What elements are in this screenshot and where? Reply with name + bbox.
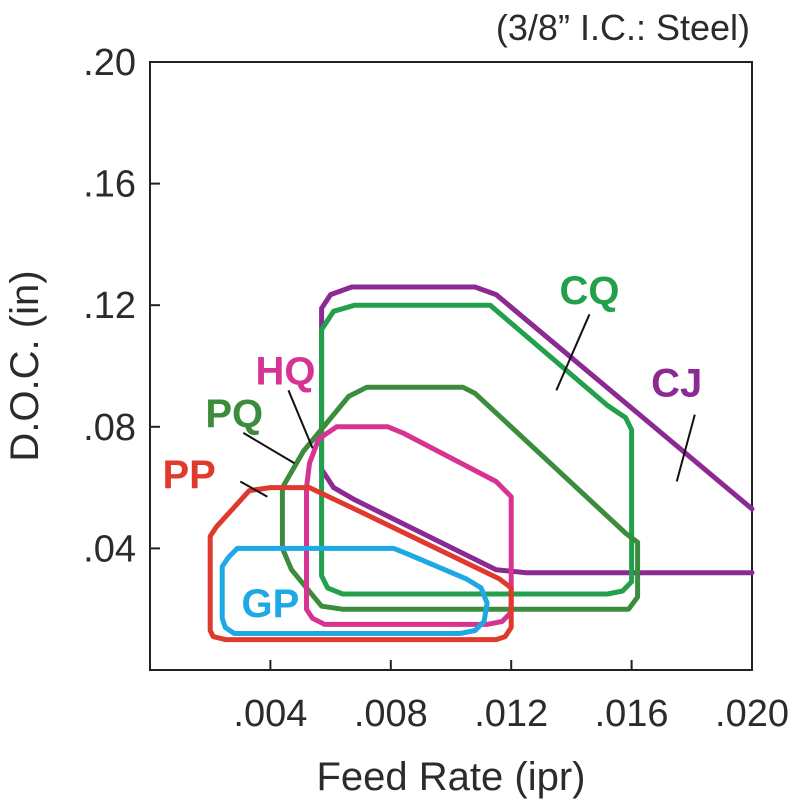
leader-line-pp [239,480,268,498]
region-label-gp: GP [242,582,300,626]
region-label-pp: PP [162,453,215,497]
y-tick-label-12: .12 [83,285,136,327]
plot-frame [149,61,753,671]
series-region-pq [279,384,641,612]
plot-area-border [149,61,753,671]
x-tick-label-012: .012 [474,693,548,735]
leader-line-pq [242,432,295,465]
chart-title: (3/8” I.C.: Steel) [496,7,750,48]
x-tick-label-004: .004 [233,693,307,735]
region-label-hq: HQ [255,350,315,394]
series-region-cj [319,284,755,576]
y-tick-label-04: .04 [83,528,136,570]
y-axis-ticks: .04 .08 .12 .16 .20 [83,42,160,570]
y-axis-label: D.O.C. (in) [3,270,47,461]
y-tick-label-16: .16 [83,164,136,206]
series-region-cq [319,302,635,597]
x-axis-label: Feed Rate (ipr) [317,755,586,799]
region-label-cq: CQ [559,269,619,313]
series-layer [207,284,755,643]
x-axis-ticks: .004 .008 .012 .016 .020 [233,660,789,735]
region-label-cj: CJ [651,362,702,406]
series-region-gp [219,545,490,636]
leader-line-hq [287,389,314,449]
y-tick-label-20: .20 [83,42,136,84]
x-tick-label-020: .020 [715,693,789,735]
leader-line-cq [555,313,591,391]
x-tick-label-008: .008 [354,693,428,735]
y-tick-label-08: .08 [83,407,136,449]
leader-line-cj [675,414,696,482]
region-label-pq: PQ [205,392,263,436]
x-tick-label-016: .016 [595,693,669,735]
